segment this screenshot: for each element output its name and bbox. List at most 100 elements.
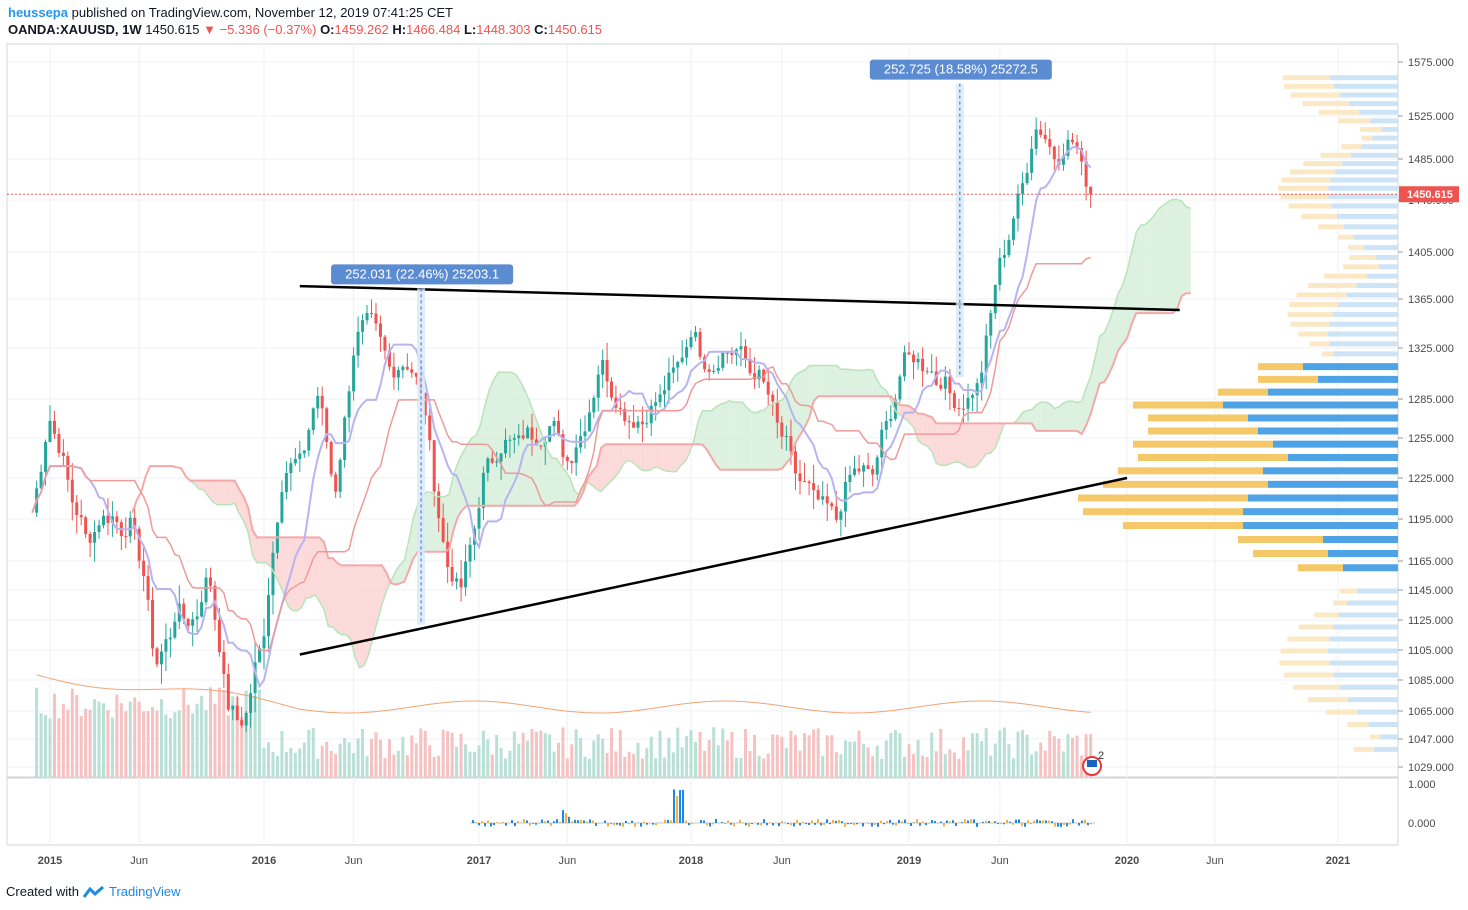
- candle-body: [793, 451, 797, 474]
- tradingview-brand[interactable]: TradingView: [108, 884, 181, 899]
- volume-bar: [583, 756, 587, 777]
- volume-bar: [793, 735, 797, 777]
- cloud-segment: [649, 444, 655, 471]
- candle: [316, 387, 320, 419]
- volume-bar: [592, 740, 596, 777]
- volume-bar: [455, 746, 459, 777]
- cloud-segment: [520, 382, 526, 506]
- candle-body: [253, 662, 257, 694]
- candle: [48, 405, 52, 443]
- candle-body: [499, 453, 503, 462]
- price-chart[interactable]: 252.031 (22.46%) 25203.1 252.725 (18.58%)…: [0, 0, 1468, 880]
- candle-body: [226, 673, 230, 710]
- cloud-segment: [314, 537, 320, 602]
- cloud-segment: [854, 370, 860, 397]
- volume-bar: [548, 734, 552, 777]
- oscillator-bar: [1003, 823, 1005, 825]
- oscillator-bar: [766, 823, 768, 826]
- candle: [725, 351, 729, 364]
- oscillator-bar: [571, 821, 573, 823]
- oscillator-bar: [511, 820, 513, 823]
- candle-body: [889, 418, 893, 422]
- volume-bar: [115, 694, 119, 777]
- last-price-badge[interactable]: [1399, 186, 1459, 203]
- cloud-segment: [627, 444, 632, 462]
- candle-body: [204, 577, 208, 603]
- profile-bar-faint: [1338, 118, 1370, 124]
- volume-bar: [240, 717, 244, 777]
- profile-bar-faint: [1318, 224, 1345, 230]
- profile-bar-faint: [1373, 746, 1398, 752]
- candle: [164, 623, 168, 671]
- symbol-label[interactable]: OANDA:XAUUSD, 1W: [8, 22, 142, 37]
- candle-body: [343, 417, 347, 460]
- oscillator-bar: [1090, 823, 1092, 825]
- candle: [361, 314, 365, 345]
- price-range-measure[interactable]: 252.725 (18.58%) 25272.5: [869, 59, 1052, 378]
- price-axis[interactable]: 1575.0001525.0001485.0001445.0001405.000…: [1398, 57, 1459, 774]
- candle-body: [450, 566, 454, 582]
- profile-bar-faint: [1341, 144, 1362, 150]
- candle-body: [146, 576, 150, 600]
- cloud-segment: [702, 410, 708, 451]
- profile-bar-faint: [1329, 341, 1398, 347]
- oscillator-bar: [556, 819, 558, 823]
- candle: [658, 384, 662, 408]
- cloud-segment: [818, 365, 823, 397]
- candle: [530, 413, 534, 456]
- cloud-segment: [859, 370, 864, 397]
- cloud-segment: [1054, 406, 1059, 431]
- candle-body: [596, 374, 600, 398]
- cloud-segment: [323, 541, 329, 627]
- low-label: L:: [463, 22, 477, 37]
- candle-body: [1048, 139, 1052, 147]
- oscillator-bar: [778, 823, 780, 827]
- price-tick-label: 1165.000: [1408, 556, 1453, 568]
- cloud-segment: [909, 406, 914, 428]
- cloud-segment: [341, 565, 347, 635]
- publisher-name[interactable]: heussepa: [8, 5, 68, 20]
- candle: [231, 705, 235, 721]
- volume-bar: [298, 748, 302, 777]
- time-tick-label: Jun: [773, 855, 791, 867]
- oscillator-bar: [763, 819, 765, 823]
- candle-body: [948, 376, 952, 394]
- trendline[interactable]: [299, 476, 1128, 656]
- profile-bar-faint: [1350, 152, 1398, 158]
- profile-bar-faint: [1289, 302, 1339, 308]
- candle: [807, 479, 811, 496]
- candle: [356, 316, 360, 368]
- candle-body: [316, 395, 320, 409]
- profile-bar-down: [1133, 401, 1223, 409]
- events-badge[interactable]: 2: [1082, 750, 1104, 776]
- oscillator-bar: [688, 823, 690, 826]
- cloud-segment: [216, 480, 222, 505]
- volume-bar: [468, 751, 472, 777]
- candle: [1066, 130, 1070, 160]
- candle: [957, 398, 961, 417]
- oscillator-bar: [1060, 823, 1062, 827]
- time-axis[interactable]: 2015 Jun 2016 Jun 2017 Jun 2018 Jun 2019 Jun 2020 J…: [38, 855, 1350, 867]
- candle-body: [1002, 255, 1006, 258]
- candle-body: [952, 393, 956, 409]
- cloud-segment: [332, 558, 338, 633]
- cloud-segment: [372, 565, 378, 638]
- volume-bar: [44, 715, 48, 777]
- trendline[interactable]: [299, 284, 1180, 312]
- candle: [645, 409, 649, 429]
- volume-bar: [432, 756, 436, 777]
- candle: [952, 390, 956, 412]
- cloud-segment: [614, 444, 619, 478]
- candle: [857, 454, 861, 475]
- profile-bar-up: [1343, 564, 1398, 572]
- volume-bar: [645, 748, 649, 777]
- candle: [632, 404, 636, 428]
- trendline-drawings[interactable]: 252.031 (22.46%) 25203.1 252.725 (18.58%)…: [299, 59, 1180, 656]
- tradingview-logo-icon: [82, 885, 104, 898]
- cloud-segment: [768, 404, 774, 470]
- oscillator-bar: [484, 823, 486, 827]
- oscillator-bar: [904, 819, 906, 823]
- profile-bar-faint: [1359, 126, 1382, 132]
- candle-body: [401, 366, 405, 371]
- price-range-measure[interactable]: 252.031 (22.46%) 25203.1: [331, 264, 514, 625]
